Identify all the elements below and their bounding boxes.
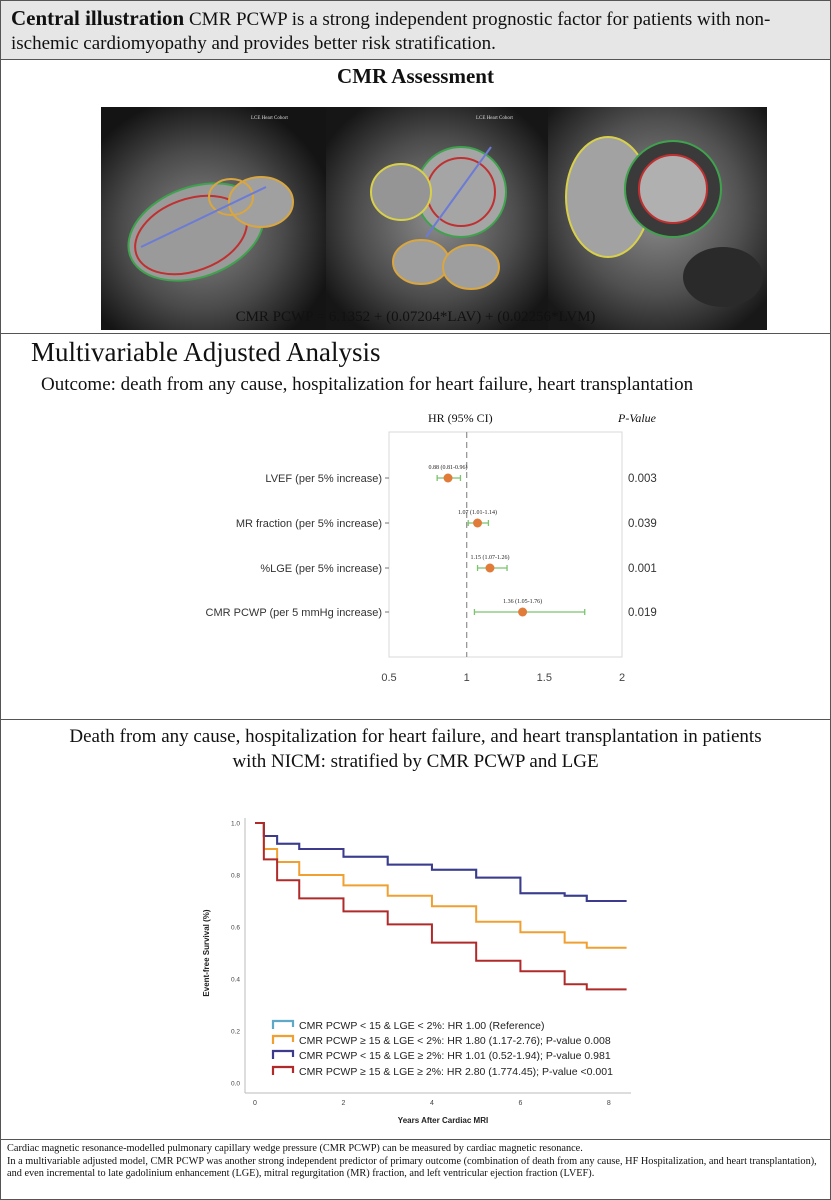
- forest-ci-label-1: 1.07 (1.01-1.14): [458, 509, 497, 516]
- km-curve-2: [255, 822, 627, 902]
- km-y-tick-4: 0.8: [231, 873, 240, 880]
- forest-plot-frame: [388, 431, 623, 658]
- forest-p-value-1: 0.039: [628, 518, 657, 530]
- forest-point-2: [485, 563, 495, 573]
- forest-p-value-3: 0.019: [628, 607, 657, 619]
- cmr-image-long-axis: LCE Heart Cohort: [101, 107, 326, 330]
- km-legend-label-3: CMR PCWP ≥ 15 & LGE ≥ 2%: HR 2.80 (1.774…: [299, 1066, 613, 1078]
- forest-ci-label-0: 0.88 (0.81-0.96): [429, 464, 468, 471]
- km-y-tick-1: 0.2: [231, 1029, 240, 1036]
- km-x-tick-1: 2: [342, 1100, 346, 1107]
- header-label: Central illustration: [11, 6, 185, 30]
- svg-text:LCE Heart Cohort: LCE Heart Cohort: [251, 116, 289, 121]
- km-legend-label-0: CMR PCWP < 15 & LGE < 2%: HR 1.00 (Refer…: [299, 1020, 544, 1032]
- kaplan-meier-panel: Death from any cause, hospitalization fo…: [1, 720, 830, 1140]
- forest-x-tick-1: 1: [464, 672, 470, 684]
- km-y-tick-5: 1.0: [231, 821, 240, 828]
- cmr-title: CMR Assessment: [337, 64, 494, 88]
- km-x-tick-0: 0: [253, 1100, 257, 1107]
- km-title: Death from any cause, hospitalization fo…: [1, 724, 830, 774]
- km-legend-label-2: CMR PCWP < 15 & LGE ≥ 2%: HR 1.01 (0.52-…: [299, 1050, 611, 1062]
- km-y-tick-3: 0.6: [231, 925, 240, 932]
- svg-text:LCE Heart Cohort: LCE Heart Cohort: [476, 116, 514, 121]
- km-x-tick-3: 6: [518, 1100, 522, 1107]
- km-curve-0: [255, 822, 627, 902]
- forest-x-tick-2: 1.5: [537, 672, 552, 684]
- km-x-tick-4: 8: [607, 1100, 611, 1107]
- forest-row-label-0: LVEF (per 5% increase): [265, 473, 382, 485]
- km-legend-swatch-0: [271, 1019, 295, 1029]
- cmr-assessment-panel: CMR Assessment LCE Heart Cohort: [1, 60, 830, 334]
- forest-row-label-3: CMR PCWP (per 5 mmHg increase): [206, 607, 382, 619]
- header-text: CMR PCWP is a strong independent prognos…: [11, 9, 771, 54]
- forest-ci-label-3: 1.36 (1.05-1.76): [503, 598, 542, 605]
- forest-title: Multivariable Adjusted Analysis: [31, 337, 381, 367]
- forest-row-label-2: %LGE (per 5% increase): [260, 563, 382, 575]
- footer-line-1: Cardiac magnetic resonance-modelled pulm…: [7, 1143, 583, 1154]
- forest-x-tick-0: 0.5: [381, 672, 396, 684]
- p-value-column-header: P-Value: [618, 411, 656, 425]
- forest-row-label-1: MR fraction (per 5% increase): [236, 518, 382, 530]
- forest-point-3: [518, 607, 528, 617]
- cmr-image-short-axis: [548, 107, 767, 330]
- forest-p-value-2: 0.001: [628, 563, 657, 575]
- km-title-line-2: with NICM: stratified by CMR PCWP and LG…: [232, 751, 599, 772]
- km-curve-1: [255, 822, 627, 949]
- km-legend-label-1: CMR PCWP ≥ 15 & LGE < 2%: HR 1.80 (1.17-…: [299, 1035, 611, 1047]
- footer-line-2: In a multivariable adjusted model, CMR P…: [7, 1155, 817, 1180]
- km-y-label: Event-free Survival (%): [202, 909, 211, 996]
- forest-x-tick-3: 2: [619, 672, 625, 684]
- km-chart: 0 2 4 6 8 0.0 0.2 0.4 0.6 0.8 1.0 Years After Cardi…: [202, 818, 631, 1125]
- forest-ci-label-2: 1.15 (1.07-1.26): [470, 554, 509, 561]
- km-legend-swatch-3: [271, 1065, 295, 1075]
- multivariable-analysis-panel: Multivariable Adjusted Analysis Outcome:…: [1, 334, 830, 720]
- km-y-tick-0: 0.0: [231, 1081, 240, 1088]
- km-x-label: Years After Cardiac MRI: [398, 1116, 488, 1125]
- forest-point-0: [443, 473, 453, 483]
- cmr-pcwp-equation: CMR PCWP = 6.1352 + (0.07204*LAV) + (0.0…: [235, 309, 596, 325]
- hr-column-header: HR (95% CI): [428, 411, 493, 425]
- km-y-tick-2: 0.4: [231, 977, 240, 984]
- forest-p-value-0: 0.003: [628, 473, 657, 485]
- cmr-image-four-chamber: LCE Heart Cohort: [326, 107, 548, 330]
- forest-plot: 0.5 1 1.5 2 LVEF (per 5% increase) 0.88 (0.81…: [206, 431, 657, 684]
- forest-outcome: Outcome: death from any cause, hospitali…: [41, 374, 694, 395]
- km-legend-swatch-2: [271, 1049, 295, 1059]
- km-curve-3: [255, 822, 627, 991]
- km-x-tick-2: 4: [430, 1100, 434, 1107]
- km-title-line-1: Death from any cause, hospitalization fo…: [69, 726, 762, 747]
- forest-point-1: [473, 518, 483, 528]
- illustration-footer: Cardiac magnetic resonance-modelled pulm…: [1, 1140, 830, 1199]
- km-legend-swatch-1: [271, 1034, 295, 1044]
- illustration-header: Central illustration CMR PCWP is a stron…: [1, 1, 830, 60]
